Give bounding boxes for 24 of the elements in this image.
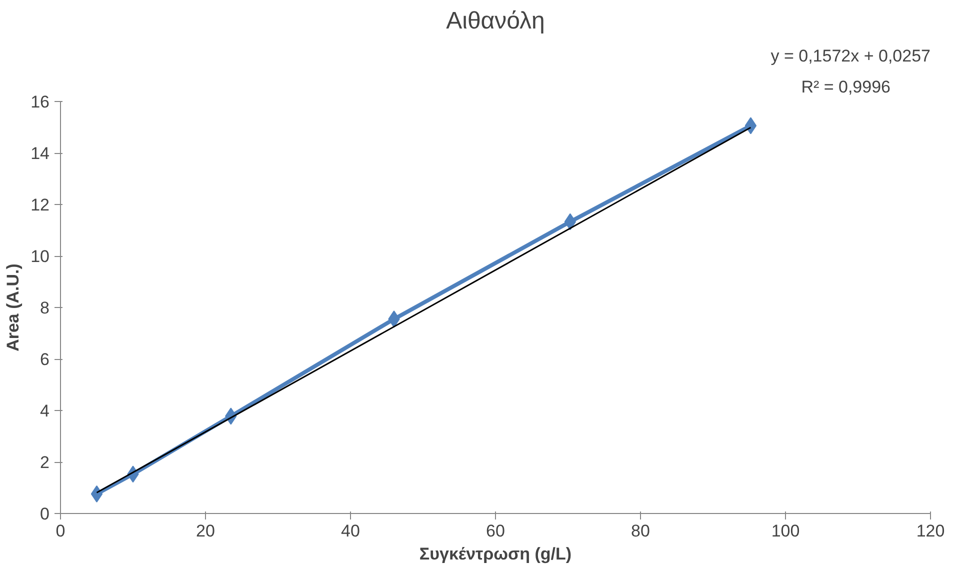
- x-tick-label: 60: [486, 522, 505, 540]
- x-tick-label: 20: [196, 522, 215, 540]
- point: [90, 485, 103, 502]
- x-tick-label: 40: [341, 522, 360, 540]
- y-tick-label: 16: [30, 92, 50, 112]
- point: [744, 117, 757, 134]
- text: R² = 0,9996: [801, 78, 891, 96]
- y-tick-label: 2: [40, 453, 50, 472]
- y-axis-title: Area (A.U.): [4, 264, 23, 352]
- y-tick-label: 4: [40, 402, 50, 420]
- chart-title: Αιθανόλη: [446, 8, 545, 34]
- x-tick-label: 120: [916, 522, 945, 540]
- y-tick-label: 10: [30, 247, 50, 266]
- y-tick-label: 8: [40, 298, 50, 318]
- point: [564, 213, 576, 230]
- y-tick-label: 14: [30, 144, 50, 163]
- y-tick-label: 0: [40, 504, 50, 524]
- y-tick-label: 12: [30, 196, 50, 214]
- x-axis-title: Συγκέντρωση (g/L): [419, 544, 572, 564]
- x-tick-label: 100: [771, 522, 800, 540]
- text: y = 0,1572x + 0,0257: [770, 46, 931, 66]
- x-tick-label: 80: [631, 522, 650, 540]
- x-tick-label: 0: [56, 522, 66, 540]
- y-tick-label: 6: [40, 350, 50, 369]
